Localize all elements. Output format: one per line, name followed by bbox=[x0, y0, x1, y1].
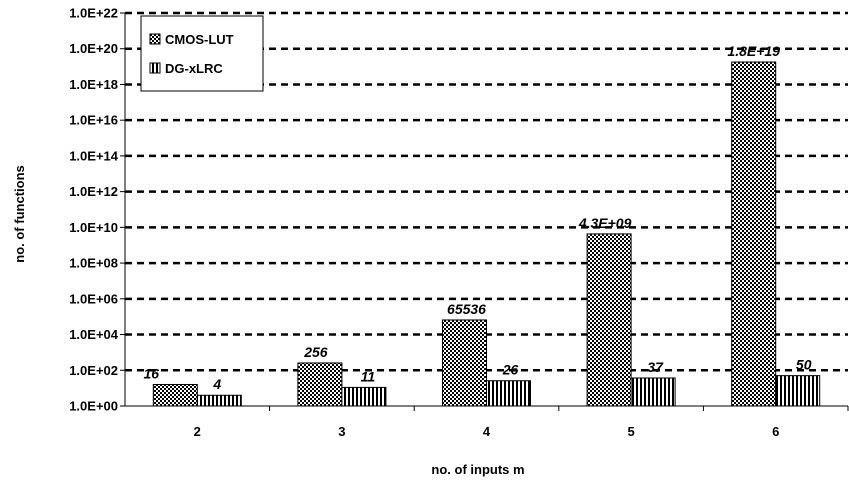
data-label: 37 bbox=[647, 359, 664, 375]
y-tick-label: 1.0E+04 bbox=[69, 327, 119, 342]
data-label: 65536 bbox=[447, 301, 486, 317]
x-axis-title: no. of inputs m bbox=[431, 462, 524, 477]
x-tick-label: 5 bbox=[627, 424, 634, 439]
data-label: 11 bbox=[361, 368, 376, 384]
bar-dg-xlrc bbox=[630, 377, 676, 407]
data-label: 26 bbox=[502, 362, 519, 378]
legend-swatch-dg-xlrc bbox=[149, 62, 161, 74]
x-tick-label: 6 bbox=[772, 424, 779, 439]
legend: CMOS-LUT DG-xLRC bbox=[140, 15, 264, 92]
bar-cmos-lut bbox=[586, 233, 632, 407]
legend-swatch-cmos-lut bbox=[149, 33, 161, 45]
legend-box bbox=[140, 15, 264, 92]
axes: 1.0E+00 1.0E+02 1.0E+04 1.0E+06 1.0E+08 1.0E+… bbox=[69, 6, 849, 439]
x-tick-label: 3 bbox=[338, 424, 345, 439]
y-tick-label: 1.0E+18 bbox=[69, 77, 118, 92]
x-tick-label: 2 bbox=[194, 424, 201, 439]
y-tick-label: 1.0E+02 bbox=[69, 363, 118, 378]
legend-label-dg-xlrc: DG-xLRC bbox=[165, 61, 223, 76]
bar-dg-xlrc bbox=[486, 380, 531, 407]
y-tick-label: 1.0E+08 bbox=[69, 256, 118, 271]
y-tick-label: 1.0E+12 bbox=[69, 184, 118, 199]
bar-dg-xlrc bbox=[775, 375, 821, 407]
y-tick-label: 1.0E+22 bbox=[69, 6, 118, 21]
y-tick-label: 1.0E+00 bbox=[69, 399, 118, 414]
bar-cmos-lut bbox=[152, 383, 198, 407]
bar-cmos-lut bbox=[731, 61, 777, 407]
data-label: 4 bbox=[212, 376, 221, 392]
bar-dg-xlrc bbox=[341, 386, 387, 407]
gridlines bbox=[125, 11, 848, 372]
y-tick-label: 1.0E+16 bbox=[69, 113, 118, 128]
data-label: 4.3E+09 bbox=[578, 215, 632, 231]
data-label: 50 bbox=[796, 357, 812, 373]
bar-cmos-lut bbox=[297, 362, 343, 407]
bar-cmos-lut bbox=[442, 319, 487, 407]
legend-label-cmos-lut: CMOS-LUT bbox=[165, 32, 234, 47]
x-tick-label: 4 bbox=[483, 424, 491, 439]
y-tick-label: 1.0E+20 bbox=[69, 41, 118, 56]
y-tick-label: 1.0E+14 bbox=[69, 148, 119, 163]
data-label: 16 bbox=[144, 365, 160, 381]
y-tick-label: 1.0E+10 bbox=[69, 220, 118, 235]
data-labels: 16 4 256 11 65536 26 4.3E+09 37 1.8E+19 50 bbox=[144, 43, 812, 392]
data-label: 256 bbox=[303, 344, 328, 360]
bar-dg-xlrc bbox=[196, 394, 242, 407]
bars bbox=[152, 61, 821, 407]
data-label: 1.8E+19 bbox=[727, 43, 780, 59]
y-axis-title: no. of functions bbox=[12, 165, 27, 262]
y-tick-label: 1.0E+06 bbox=[69, 291, 118, 306]
